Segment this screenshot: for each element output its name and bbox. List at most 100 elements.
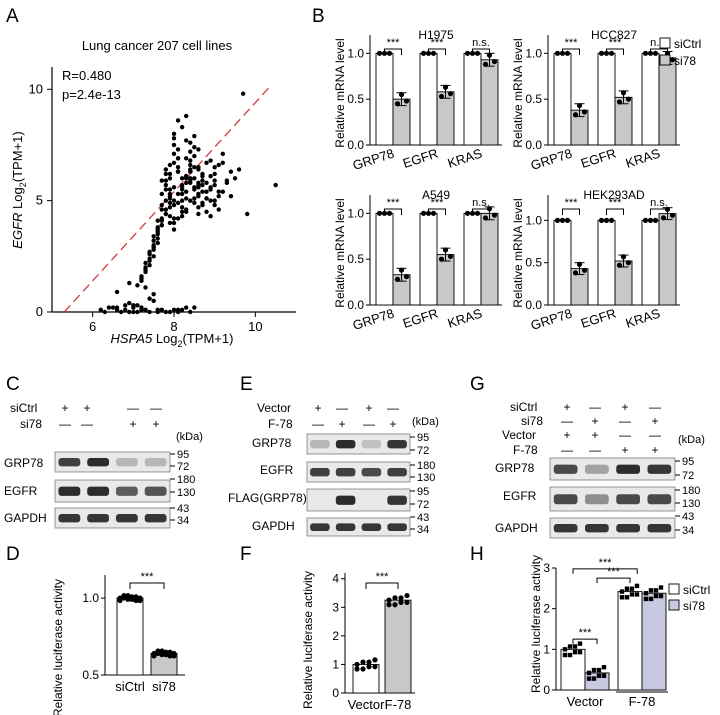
- panel-g-lane-mark: —: [619, 414, 631, 428]
- data-dot: [554, 50, 561, 56]
- panel-a-point: [167, 205, 173, 210]
- panel-h-legend-sictrl: siCtrl: [683, 583, 710, 597]
- panel-a-point: [163, 309, 169, 315]
- panel-c-marker: 34: [177, 515, 189, 527]
- panel-a-point: [163, 182, 169, 188]
- panel-g-lane-mark: —: [561, 443, 573, 457]
- panel-e-gapdh-frame: [306, 517, 411, 537]
- panel-a-point: [167, 309, 173, 315]
- data-dot: [430, 210, 437, 216]
- panel-c-lane-mark: +: [61, 401, 68, 415]
- panel-a-point: [163, 171, 169, 177]
- panel-g-gapdh-band: [585, 524, 609, 533]
- panel-a-point: [98, 307, 104, 312]
- panel-h-sig-bracket: [572, 568, 638, 574]
- panel-a-point: [273, 182, 278, 188]
- panel-a-point: [184, 176, 189, 181]
- panel-b-category-label: KRAS: [446, 145, 485, 170]
- panel-b-legend: siCtrl si78: [659, 37, 701, 68]
- panel-g-gapdh-frame: [549, 517, 676, 539]
- panel-h-dot: [596, 673, 602, 678]
- panel-g-marker: 72: [682, 470, 694, 482]
- panel-c-lane-mark: +: [83, 401, 90, 415]
- panel-a-point: [131, 309, 136, 315]
- panel-e-gapdh-band: [361, 523, 382, 531]
- data-dot: [464, 210, 471, 216]
- panel-f-category: F-78: [385, 697, 412, 712]
- panel-b-chart-0-ytick-label: 0.5: [347, 92, 364, 106]
- sig-label: ***: [609, 197, 623, 209]
- bar-sictrl: [419, 52, 438, 146]
- panel-e-lane-mark: +: [338, 417, 345, 431]
- panel-e-lane-mark: —: [363, 417, 375, 431]
- panel-g-egfr-band: [553, 494, 578, 505]
- panel-f-dot: [386, 597, 392, 603]
- panel-e-grp78-band: [310, 440, 330, 449]
- panel-h-dot: [619, 595, 625, 600]
- panel-a-point: [179, 185, 185, 190]
- panel-a-point: [208, 198, 213, 203]
- panel-f-ytick-label: 3: [332, 600, 339, 614]
- panel-h-dot: [572, 644, 578, 649]
- panel-e-grp78-band: [361, 440, 382, 449]
- panel-c-lane-mark: —: [81, 417, 93, 431]
- panel-d-bar-chart: Relative luciferase activity 0.5 1.0 siCtr…: [51, 571, 185, 715]
- panel-a-point: [196, 182, 201, 188]
- panel-d-dot: [167, 649, 173, 655]
- sig-label: ***: [387, 37, 401, 49]
- panel-g-lane-mark: +: [651, 443, 658, 457]
- panel-c-lane-mark: +: [152, 417, 159, 431]
- panel-c-row-sictrl: siCtrl: [10, 401, 37, 415]
- panel-g-lane-mark: —: [619, 428, 631, 442]
- panel-d-dot: [163, 649, 169, 655]
- panel-c-gapdh-band: [115, 514, 138, 523]
- panel-a-point: [212, 165, 217, 170]
- panel-c-lane-mark: —: [127, 401, 139, 415]
- legend-si78-label: si78: [674, 54, 696, 68]
- panel-a-point: [123, 303, 128, 308]
- panel-g-lane-mark: —: [589, 400, 601, 414]
- sig-bracket: [650, 208, 668, 215]
- panel-a-point: [184, 156, 189, 161]
- panel-e-egfr-band: [310, 468, 330, 477]
- panel-f-ytick-label: 4: [332, 572, 339, 586]
- panel-a-point: [163, 167, 169, 172]
- panel-label-e: E: [240, 374, 253, 395]
- sig-bracket: [384, 48, 402, 55]
- panel-a-point: [212, 182, 217, 188]
- panel-a-point: [167, 214, 173, 219]
- panel-a-point: [155, 309, 160, 315]
- data-dot: [608, 217, 615, 223]
- sig-bracket: [562, 208, 580, 215]
- panel-b-chart-1-ytick-label: 0.0: [525, 138, 542, 152]
- panel-e-lane-mark: —: [312, 417, 324, 431]
- panel-a-point: [171, 136, 177, 141]
- panel-b-category-label: KRAS: [446, 305, 485, 330]
- panel-f-dot: [354, 661, 360, 668]
- panel-e-marker: 180: [417, 460, 435, 472]
- panel-a-point: [159, 207, 164, 212]
- panel-a-title: Lung cancer 207 cell lines: [82, 38, 233, 53]
- panel-d-ytick-label: 0.5: [82, 668, 99, 682]
- panel-h-legend-sictrl-swatch: [668, 583, 680, 595]
- panel-a-point: [143, 307, 148, 312]
- panel-f-category: Vector: [348, 697, 386, 712]
- panel-a-point: [171, 216, 177, 221]
- panel-h-ytick-label: 0: [543, 683, 550, 697]
- panel-c-grp78-frame: [54, 451, 171, 473]
- panel-a-point: [188, 178, 193, 183]
- panel-g-grp78-band: [585, 464, 609, 474]
- sig-label: ***: [387, 197, 401, 209]
- panel-a-point: [196, 167, 201, 172]
- panel-b-cell-title: H1975: [418, 28, 454, 42]
- panel-g-lane-mark: +: [621, 443, 628, 457]
- panel-h-dot: [586, 670, 592, 676]
- data-dot: [554, 217, 561, 223]
- panel-d-dot: [117, 595, 123, 601]
- panel-h-ylabel: Relative luciferase activity: [529, 555, 543, 693]
- sig-bracket: [472, 208, 490, 215]
- panel-a-point: [188, 158, 193, 163]
- panel-a-point: [159, 191, 164, 197]
- panel-a-point: [143, 265, 148, 270]
- panel-a-point: [179, 307, 185, 312]
